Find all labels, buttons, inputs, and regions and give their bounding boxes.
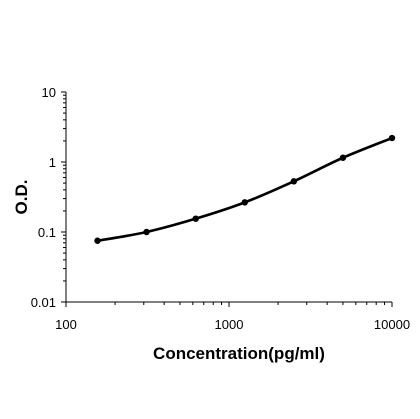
y-tick-label: 1 [49,155,56,170]
data-point [143,228,150,236]
y-tick-label: 0.1 [38,225,56,240]
x-axis-title: Concentration(pg/ml) [153,344,325,363]
tick-labels: 0.01 0.1 1 10 100 1000 10000 [31,85,410,332]
data-point [192,215,199,222]
y-axis-title: O.D. [12,180,31,215]
data-point [388,134,396,142]
series-line [96,136,394,243]
data-point [339,154,347,161]
data-points [94,134,396,244]
data-point [94,237,101,244]
data-point [290,178,298,185]
y-tick-label: 0.01 [31,295,56,310]
x-tick-label: 1000 [215,317,244,332]
data-point [241,199,248,206]
y-tick-label: 10 [42,85,56,100]
axes [65,92,392,303]
x-tick-label: 10000 [374,317,410,332]
tick-marks [61,91,393,307]
x-tick-label: 100 [55,317,77,332]
